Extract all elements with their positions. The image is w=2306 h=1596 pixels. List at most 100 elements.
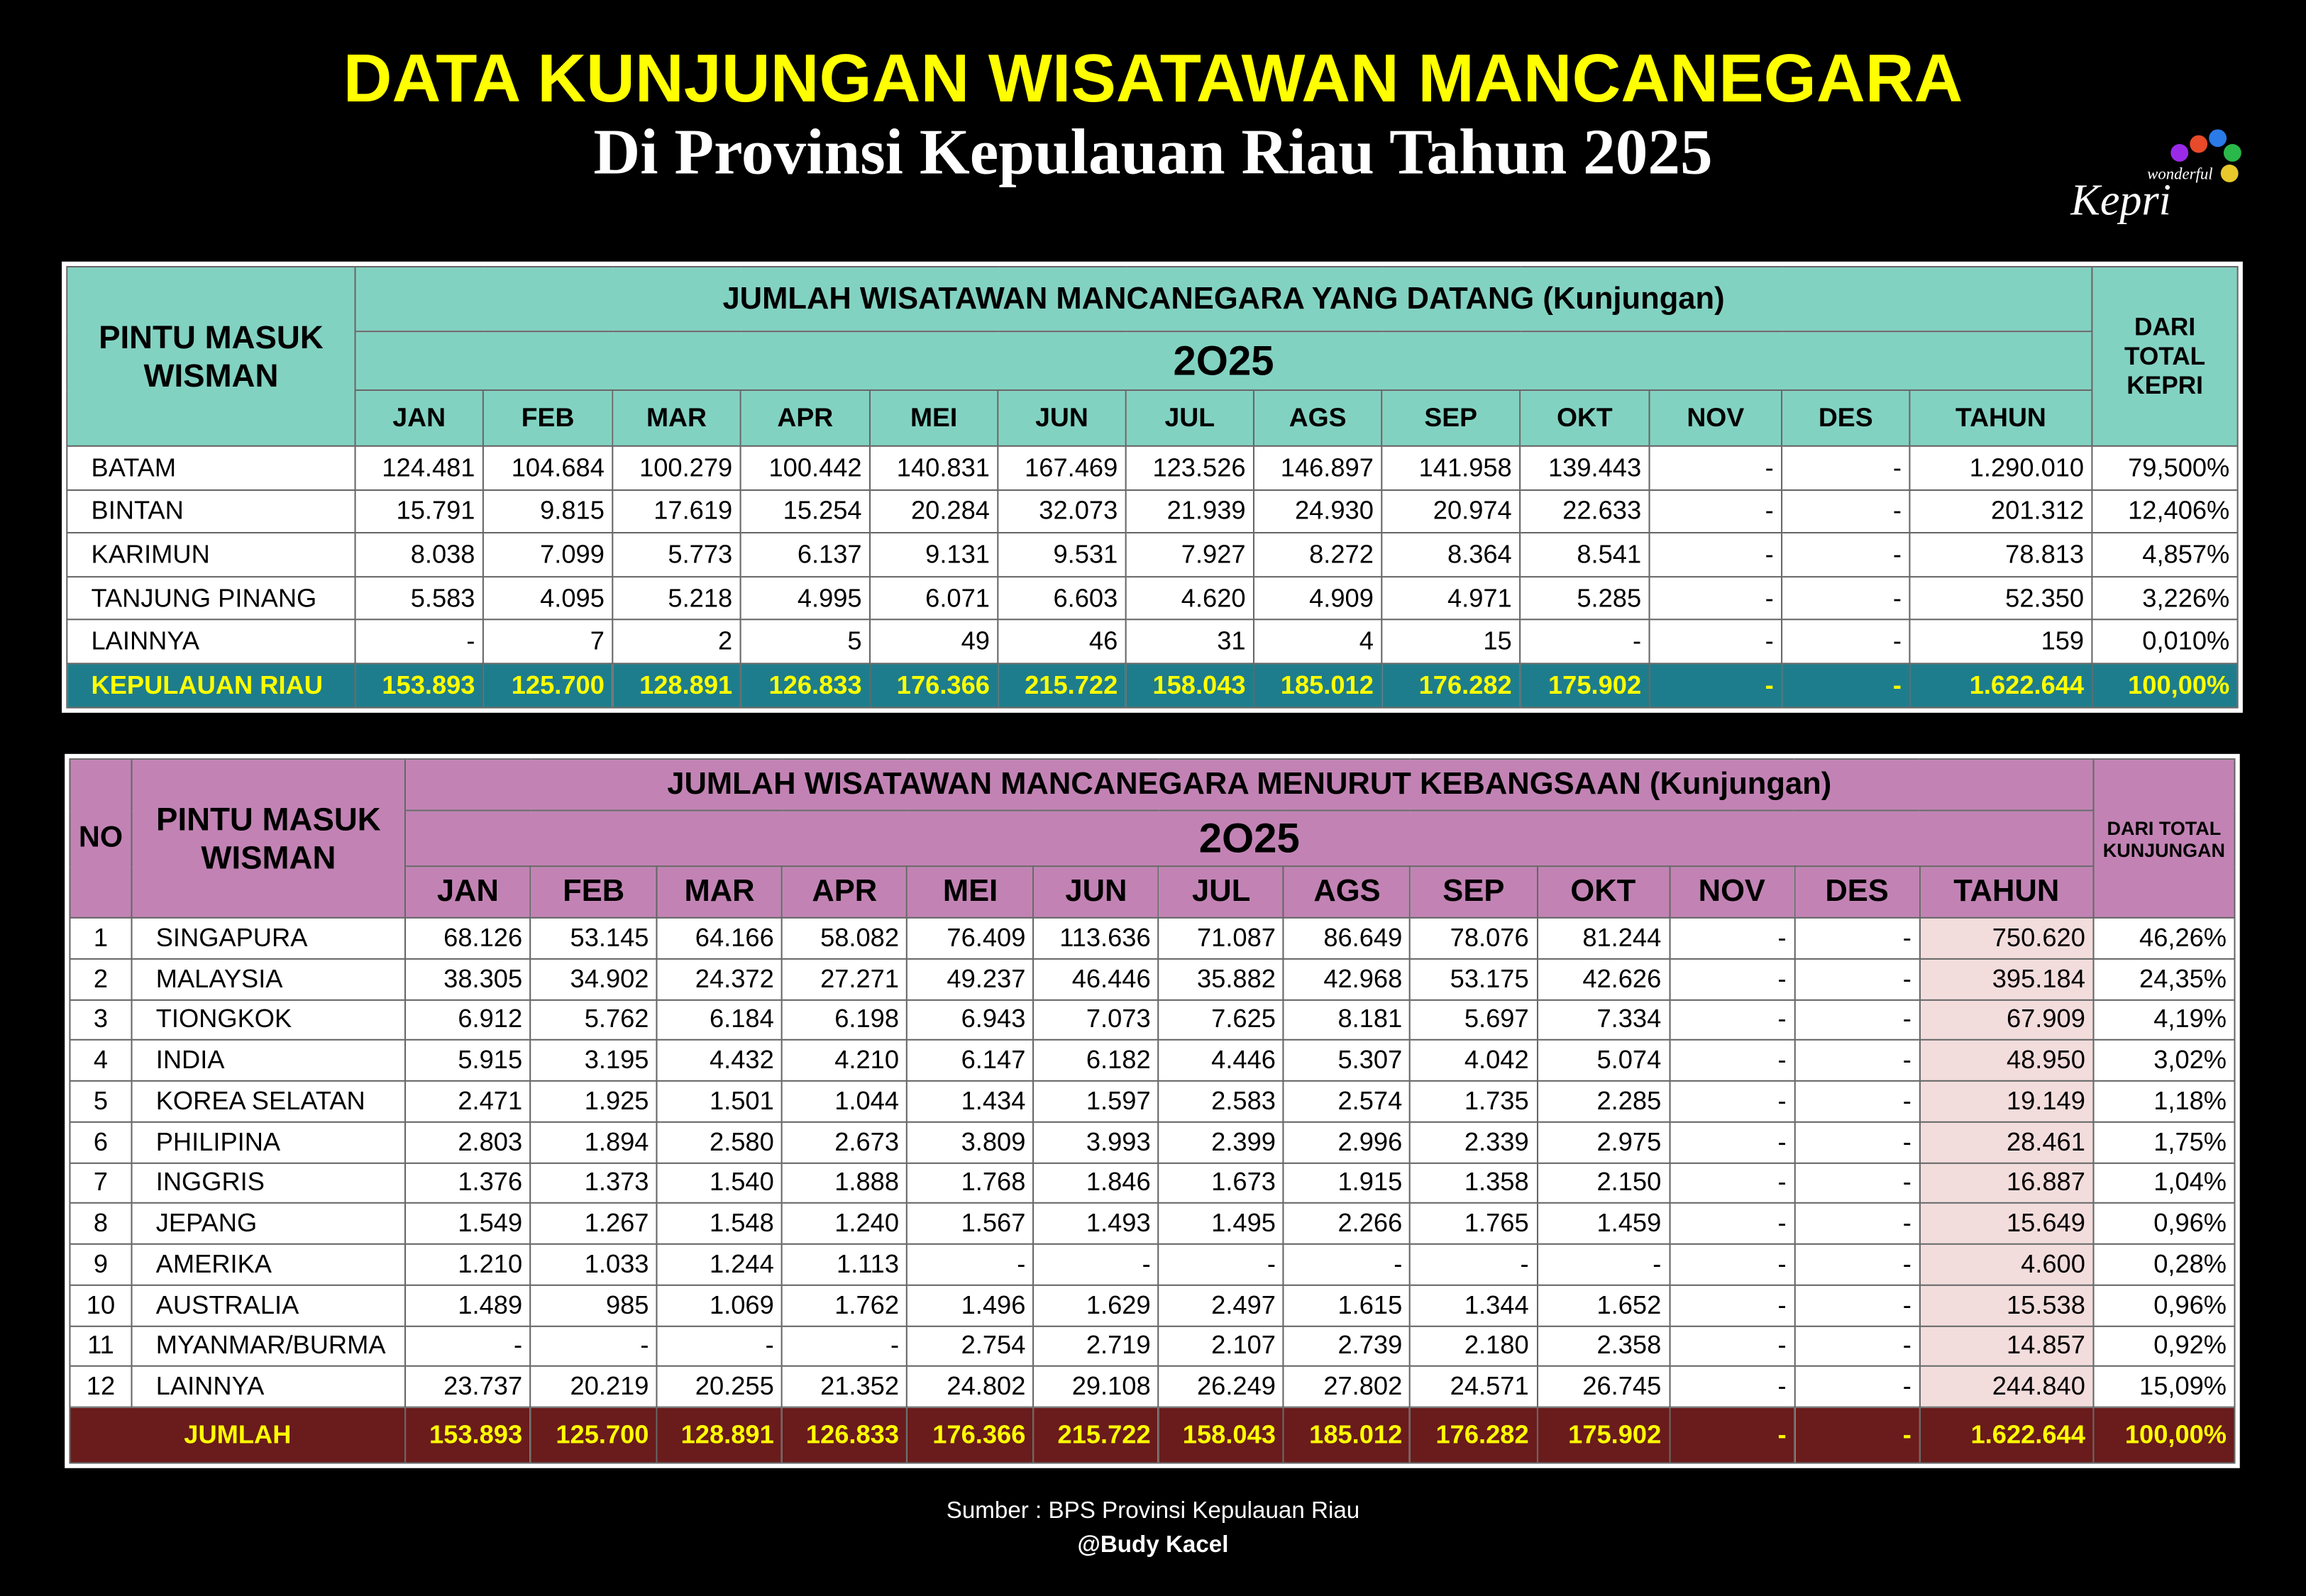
cell: 1.244: [656, 1243, 783, 1286]
cell: 2.266: [1283, 1202, 1411, 1245]
cell: 141.958: [1381, 445, 1521, 491]
cell: -: [1668, 1202, 1795, 1245]
cell: -: [354, 619, 484, 665]
cell: 53.145: [529, 916, 658, 960]
cell: 2.975: [1535, 1121, 1670, 1163]
cell: 38.305: [404, 958, 531, 1000]
cell: 16.887: [1919, 1161, 2095, 1204]
cell: 20.974: [1381, 489, 1521, 534]
cell: 24.802: [906, 1365, 1035, 1408]
cell: 2.150: [1535, 1161, 1670, 1204]
total-cell: 128.891: [656, 1406, 783, 1464]
cell: 2.471: [404, 1080, 531, 1123]
cell: -: [1668, 1080, 1795, 1123]
cell: 8.541: [1519, 532, 1650, 577]
cell: 9: [69, 1243, 133, 1286]
cell: 12: [69, 1365, 133, 1408]
cell: 1.540: [656, 1161, 783, 1204]
total-row: JUMLAH 153.893 125.700 128.891 126.833 176.36…: [69, 1406, 2236, 1464]
petal: [2223, 144, 2241, 162]
header-cell: JUMLAH WISATAWAN MANCANEGARA YANG DATANG…: [354, 265, 2093, 333]
cell: 4.909: [1252, 575, 1383, 621]
cell: 1.548: [656, 1202, 783, 1245]
cell: 1.113: [781, 1243, 908, 1286]
cell: INDIA: [131, 1039, 407, 1082]
cell: 22.633: [1519, 489, 1650, 534]
column-header: FEB: [482, 389, 614, 447]
cell: -: [1668, 1121, 1795, 1163]
total-cell: 1.622.644: [1919, 1406, 2095, 1464]
header-cell: 2O25: [404, 809, 2095, 868]
cell: 1.597: [1032, 1080, 1160, 1123]
cell: 76.409: [906, 916, 1035, 960]
header-row: 2O25: [70, 809, 2234, 868]
credit: @Budy Kacel: [1077, 1532, 1229, 1558]
cell: -: [1793, 1324, 1921, 1368]
cell: -: [906, 1243, 1035, 1286]
cell: 201.312: [1909, 489, 2093, 534]
cell: 140.831: [868, 445, 999, 491]
cell: 5.218: [612, 575, 741, 621]
cell: 49.237: [906, 958, 1035, 1000]
cell: 2.339: [1409, 1121, 1538, 1163]
cell: 1.888: [781, 1161, 908, 1204]
total-cell: 158.043: [1125, 663, 1255, 709]
cell: 1.033: [529, 1243, 658, 1286]
total-cell: 128.891: [612, 663, 741, 709]
data-row: BATAM 124.481 104.684 100.279 100.442 140.831…: [66, 445, 2239, 491]
data-row: 2 MALAYSIA 38.305 34.902 24.372 27.271 49.237 4…: [69, 958, 2236, 1000]
cell: 24.571: [1409, 1365, 1538, 1408]
data-row: 1 SINGAPURA 68.126 53.145 64.166 58.082 76.409…: [69, 916, 2236, 960]
logo-big: Kepri: [2070, 176, 2171, 224]
column-header: AGS: [1252, 389, 1383, 447]
cell: -: [1793, 1121, 1921, 1163]
cell: BINTAN: [66, 489, 356, 534]
cell: 0,28%: [2092, 1243, 2236, 1286]
cell: 5.285: [1519, 575, 1650, 621]
total-cell: 126.833: [739, 663, 871, 709]
cell: 6.943: [906, 998, 1035, 1041]
cell: 2.754: [906, 1324, 1035, 1368]
cell: 167.469: [997, 445, 1127, 491]
cell: 6.137: [739, 532, 871, 577]
cell: LAINNYA: [66, 619, 356, 665]
cell: 4.600: [1919, 1243, 2095, 1286]
petal: [2209, 129, 2227, 148]
total-cell: 175.902: [1535, 1406, 1670, 1464]
cell: 7.334: [1535, 998, 1670, 1041]
column-header: MAR: [612, 389, 741, 447]
cell: 1.496: [906, 1284, 1035, 1326]
table-arrivals: PINTU MASUK WISMAN JUMLAH WISATAWAN MANCA…: [62, 261, 2243, 713]
cell: 7.073: [1032, 998, 1160, 1041]
cell: 1.267: [529, 1202, 658, 1245]
total-cell: 1.622.644: [1909, 663, 2093, 709]
cell: -: [1535, 1243, 1670, 1286]
total-cell: -: [1648, 663, 1783, 709]
column-header: OKT: [1519, 389, 1650, 447]
column-header: DES: [1793, 865, 1921, 919]
column-header: TAHUN: [1919, 865, 2095, 919]
cell: 1.768: [906, 1161, 1035, 1204]
header-cell: 2O25: [354, 331, 2093, 392]
cell: 2.583: [1158, 1080, 1285, 1123]
cell: -: [1648, 532, 1783, 577]
cell: 1.894: [529, 1121, 658, 1163]
data-row: KARIMUN 8.038 7.099 5.773 6.137 9.131 9.531 7.9…: [66, 532, 2239, 577]
total-cell: 176.366: [868, 663, 999, 709]
cell: 81.244: [1535, 916, 1670, 960]
cell: 42.626: [1535, 958, 1670, 1000]
header-cell: PINTU MASUK WISMAN: [131, 758, 407, 919]
cell: 123.526: [1125, 445, 1255, 491]
cell: 3: [69, 998, 133, 1041]
cell: 4.432: [656, 1039, 783, 1082]
cell: 395.184: [1919, 958, 2095, 1000]
column-header: MEI: [868, 389, 999, 447]
cell: 1.358: [1409, 1161, 1538, 1204]
data-row: 10 AUSTRALIA 1.489 985 1.069 1.762 1.496 1.629 2…: [69, 1284, 2236, 1326]
cell: -: [1781, 489, 1911, 534]
cell: AUSTRALIA: [131, 1284, 407, 1326]
cell: 1,75%: [2092, 1121, 2236, 1163]
cell: 5.915: [404, 1039, 531, 1082]
column-header: JUL: [1158, 865, 1285, 919]
